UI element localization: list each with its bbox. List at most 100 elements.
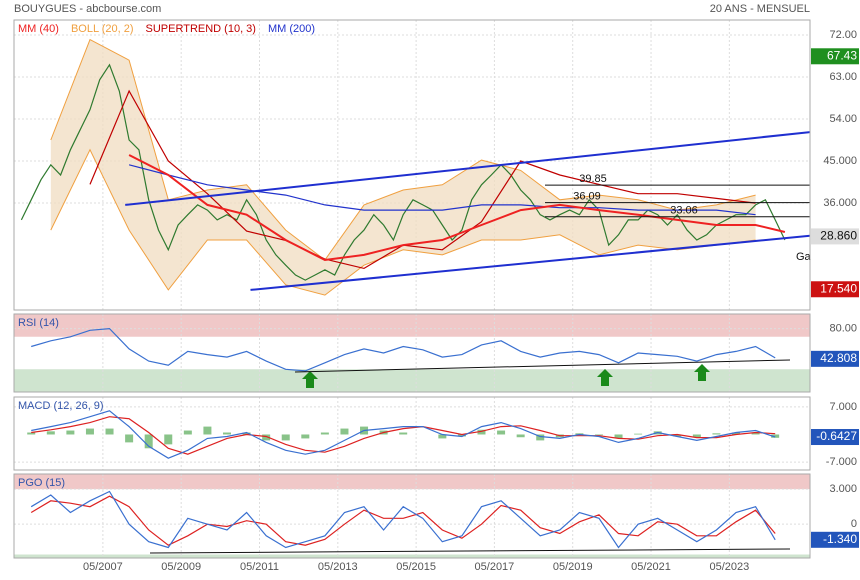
legend-entry: SUPERTREND (10, 3) [146,23,256,35]
value-badge [811,429,859,446]
x-tick-label: 05/2017 [475,561,515,573]
panel [14,314,810,392]
y-tick-label: 0 [851,518,857,530]
series-line [31,410,776,459]
histogram-bar [536,434,545,441]
header-right: 20 ANS - MENSUEL [710,3,810,15]
y-tick-label: 80.00 [829,323,857,335]
histogram-bar [183,430,192,435]
panel [14,20,810,310]
value-badge-label: 42.808 [820,351,857,365]
x-tick-label: 05/2015 [396,561,436,573]
zone [14,554,810,558]
legend-entry: MM (40) [18,23,59,35]
x-tick-label: 05/2021 [631,561,671,573]
y-tick-label: 36.000 [823,197,857,209]
value-badge-label: 17.540 [820,281,857,295]
histogram-bar [85,428,94,435]
histogram-bar [203,426,212,435]
histogram-bar [712,433,721,435]
histogram-bar [125,434,134,443]
y-tick-label: 3.000 [829,483,857,495]
histogram-bar [242,432,251,435]
y-tick-label: -7.000 [826,456,857,468]
x-tick-label: 05/2023 [709,561,749,573]
rsi-arrows [302,364,710,388]
panel-border [13,19,811,311]
histogram-bar [771,434,780,438]
series-line [30,490,776,549]
series-line [30,495,776,546]
panel-title: PGO (15) [18,477,65,489]
buy-arrow [597,369,613,386]
histogram-bar [222,432,231,435]
histogram-bar [438,434,447,439]
value-badge [811,48,859,65]
level-label: 33.06 [670,205,698,217]
histogram-bar [497,430,506,435]
value-badge [811,281,859,298]
value-badge-label: 28.860 [820,229,857,243]
x-tick-label: 05/2011 [240,561,279,573]
buy-arrow [302,371,318,388]
level-label: 39.85 [579,173,607,185]
histogram-bar [692,434,701,438]
value-badge-label: -1.340 [823,532,857,546]
histogram-bar [477,429,486,435]
x-tick-label: 05/2007 [83,561,123,573]
trendline [250,234,810,291]
series-line [128,154,786,262]
series-line [31,327,776,372]
header-left: BOUYGUES - abcbourse.com [14,3,161,15]
panel-border [13,473,811,559]
buy-arrow [694,364,710,381]
y-tick-label: 45.000 [823,155,857,167]
panel-title: RSI (14) [18,317,59,329]
histogram-bar [301,434,310,439]
histogram-bar [614,434,623,439]
histogram-bar [144,434,153,449]
histogram-bar [575,433,584,435]
rsi-trendline [294,359,791,373]
panel-title: MACD (12, 26, 9) [18,400,104,412]
histogram-bar [731,432,740,435]
legend-entry: BOLL (20, 2) [71,23,134,35]
value-badge [811,531,859,548]
histogram-bar [164,434,173,445]
series-line [89,89,756,270]
histogram-bar [262,434,271,441]
histogram-bar [594,434,603,436]
zone [14,314,810,337]
annotation: Ga [796,251,812,263]
level-label: 36.09 [573,191,601,203]
histogram-bar [105,428,114,435]
trendline [125,131,810,206]
panel-border [13,396,811,471]
histogram-bar [340,428,349,435]
value-badge-label: 67.43 [827,48,857,62]
band-fill [50,39,756,296]
zone [14,369,810,392]
y-tick-label: 72.00 [829,29,857,41]
panel-border [13,313,811,393]
histogram-bar [320,432,329,435]
x-tick-label: 05/2019 [553,561,593,573]
y-tick-label: 54.00 [829,113,857,125]
value-badge-label: -0.6427 [816,429,857,443]
series-line [20,63,786,281]
y-tick-label: 7.000 [829,401,857,413]
legend-entry: MM (200) [268,23,315,35]
value-badge [811,228,859,245]
histogram-bar [281,434,290,441]
histogram-bar [457,434,466,437]
panel-bg [14,397,810,470]
y-tick-label: 63.00 [829,71,857,83]
histogram-bar [27,432,36,435]
value-badge [811,350,859,367]
histogram-bar [399,432,408,435]
series-line [128,164,756,216]
x-tick-label: 05/2013 [318,561,358,573]
histogram-bar [46,431,55,435]
zone [14,474,810,490]
